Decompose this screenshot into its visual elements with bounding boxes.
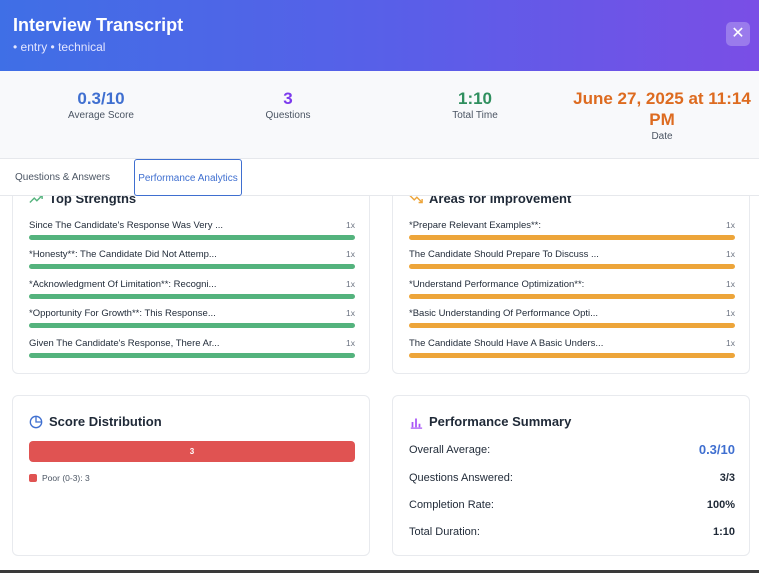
item-count: 1x (726, 337, 735, 348)
item-text: *Opportunity For Growth**: This Response… (29, 308, 216, 320)
summary-value: 0.3/10 (698, 442, 735, 457)
summary-key: Completion Rate: (409, 499, 494, 511)
window-bottom-edge (0, 570, 759, 573)
list-item: *Opportunity For Growth**: This Response… (29, 308, 355, 337)
stat-value: 3 (283, 89, 293, 108)
card-title: Performance Summary (429, 414, 572, 429)
stat-average-score: 0.3/10 Average Score (40, 88, 162, 121)
summary-value: 1:10 (712, 526, 735, 538)
item-text: Given The Candidate's Response, There Ar… (29, 337, 220, 349)
item-bar (409, 264, 735, 270)
top-strengths-card: Top Strengths Since The Candidate's Resp… (12, 170, 370, 374)
list-item: The Candidate Should Prepare To Discuss … (409, 249, 735, 278)
card-header: Performance Summary (409, 414, 571, 429)
summary-value: 100% (706, 499, 735, 511)
item-bar (29, 352, 355, 358)
list-item: *Understand Performance Optimization**: … (409, 279, 735, 308)
list-item: *Acknowledgment Of Limitation**: Recogni… (29, 279, 355, 308)
stat-label: Average Score (68, 110, 134, 121)
item-text: The Candidate Should Prepare To Discuss … (409, 249, 599, 261)
tab-performance-analytics[interactable]: Performance Analytics (134, 159, 242, 196)
stat-value: June 27, 2025 at 11:14 PM (573, 89, 751, 129)
card-header: Score Distribution (29, 414, 162, 429)
summary-row-questions-answered: Questions Answered: 3/3 (409, 472, 735, 488)
tab-bar: Questions & Answers Performance Analytic… (0, 159, 759, 196)
item-count: 1x (346, 220, 355, 230)
item-text: Since The Candidate's Response Was Very … (29, 220, 224, 231)
item-text: *Acknowledgment Of Limitation**: Recogni… (29, 278, 217, 290)
summary-key: Total Duration: (409, 526, 480, 538)
list-item: *Honesty**: The Candidate Did Not Attemp… (29, 249, 355, 278)
item-text: The Candidate Should Have A Basic Unders… (409, 337, 604, 349)
item-text: *Understand Performance Optimization**: (409, 278, 585, 290)
stat-label: Date (651, 131, 673, 142)
item-bar (29, 323, 355, 329)
list-item: *Basic Understanding Of Performance Opti… (409, 308, 735, 337)
performance-summary-card: Performance Summary Overall Average: 0.3… (392, 395, 750, 556)
stats-bar: 0.3/10 Average Score 3 Questions 1:10 To… (0, 71, 759, 159)
stat-questions: 3 Questions (228, 88, 348, 121)
legend-swatch (29, 474, 37, 482)
areas-for-improvement-card: Areas for Improvement *Prepare Relevant … (392, 170, 750, 374)
stat-total-time: 1:10 Total Time (415, 88, 535, 121)
list-item: Since The Candidate's Response Was Very … (29, 220, 355, 249)
item-count: 1x (726, 278, 735, 289)
modal-header: Interview Transcript • entry • technical… (0, 0, 759, 71)
bar-chart-icon (410, 418, 423, 429)
summary-row-completion-rate: Completion Rate: 100% (409, 499, 735, 515)
summary-value: 3/3 (719, 472, 735, 484)
distribution-legend: Poor (0-3): 3 (29, 473, 90, 483)
stat-label: Questions (265, 110, 311, 121)
close-icon: ✕ (731, 25, 745, 42)
item-count: 1x (346, 278, 355, 289)
summary-key: Overall Average: (409, 444, 491, 456)
modal-title: Interview Transcript (13, 15, 184, 35)
item-bar (409, 323, 735, 329)
trending-down-icon (409, 194, 423, 203)
pie-chart-icon (29, 415, 43, 428)
list-item: The Candidate Should Have A Basic Unders… (409, 338, 735, 367)
stat-value: 0.3/10 (77, 89, 125, 108)
item-count: 1x (726, 220, 735, 230)
card-title: Score Distribution (49, 414, 162, 429)
score-distribution-card: Score Distribution 3 Poor (0-3): 3 (12, 395, 370, 556)
item-bar (409, 235, 735, 240)
item-bar (29, 235, 355, 240)
modal-subtitle: • entry • technical (13, 40, 106, 54)
summary-row-total-duration: Total Duration: 1:10 (409, 526, 735, 542)
improvements-list: *Prepare Relevant Examples**: 1x The Can… (409, 220, 735, 367)
item-text: *Prepare Relevant Examples**: (409, 220, 542, 231)
summary-key: Questions Answered: (409, 472, 513, 484)
list-item: *Prepare Relevant Examples**: 1x (409, 220, 735, 249)
item-count: 1x (726, 308, 735, 319)
item-text: *Basic Understanding Of Performance Opti… (409, 308, 599, 320)
close-button[interactable]: ✕ (726, 22, 750, 46)
item-count: 1x (346, 337, 355, 348)
stat-value: 1:10 (457, 89, 493, 108)
legend-label: Poor (0-3): 3 (42, 473, 90, 483)
item-bar (29, 264, 355, 270)
tab-questions-answers[interactable]: Questions & Answers (15, 172, 111, 183)
item-count: 1x (346, 308, 355, 319)
strengths-list: Since The Candidate's Response Was Very … (29, 220, 355, 367)
stat-label: Total Time (452, 110, 498, 121)
item-count: 1x (726, 249, 735, 260)
list-item: Given The Candidate's Response, There Ar… (29, 338, 355, 367)
item-bar (409, 293, 735, 299)
distribution-bar: 3 (29, 441, 355, 462)
summary-row-overall-average: Overall Average: 0.3/10 (409, 442, 735, 460)
item-bar (29, 293, 355, 299)
item-text: *Honesty**: The Candidate Did Not Attemp… (29, 249, 217, 261)
item-bar (409, 352, 735, 358)
item-count: 1x (346, 249, 355, 260)
stat-date: June 27, 2025 at 11:14 PM Date (570, 88, 754, 142)
